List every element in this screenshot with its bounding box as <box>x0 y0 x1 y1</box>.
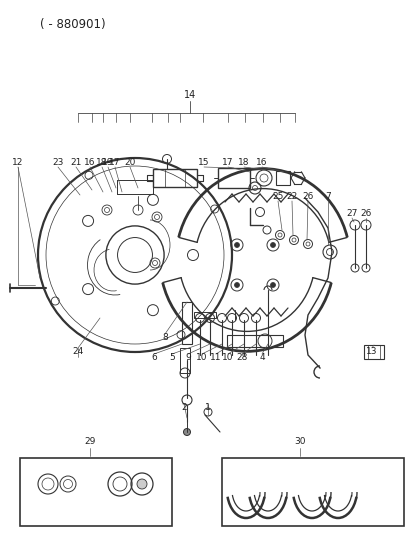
Text: 22: 22 <box>286 192 297 201</box>
Circle shape <box>234 282 239 287</box>
Text: ( - 880901): ( - 880901) <box>40 18 105 31</box>
Text: 16: 16 <box>84 158 95 166</box>
Text: 4: 4 <box>259 353 264 363</box>
Text: 26: 26 <box>359 209 371 217</box>
Text: 30: 30 <box>294 437 305 447</box>
Bar <box>221 458 403 526</box>
Text: 20: 20 <box>124 158 135 166</box>
Text: 28: 28 <box>236 353 247 363</box>
Bar <box>275 171 289 185</box>
Text: 25: 25 <box>272 192 283 201</box>
Text: 7: 7 <box>324 192 330 201</box>
Text: 9: 9 <box>185 353 190 363</box>
Text: 12: 12 <box>12 158 24 166</box>
Bar <box>180 348 190 373</box>
Bar <box>226 335 282 347</box>
Text: 23: 23 <box>52 158 64 166</box>
Bar <box>363 345 383 359</box>
Text: 13: 13 <box>366 348 377 357</box>
Text: 14: 14 <box>183 90 196 100</box>
Text: 17: 17 <box>109 158 121 166</box>
Circle shape <box>270 243 275 247</box>
Text: 1: 1 <box>204 404 210 413</box>
Circle shape <box>183 428 190 435</box>
Text: 17: 17 <box>222 158 233 166</box>
Text: 21: 21 <box>70 158 81 166</box>
Text: 8: 8 <box>162 334 167 343</box>
Text: 29: 29 <box>84 437 95 447</box>
Circle shape <box>137 479 147 489</box>
Text: 10: 10 <box>222 353 233 363</box>
Text: 18: 18 <box>96 158 107 166</box>
Text: 18: 18 <box>237 158 249 166</box>
Circle shape <box>270 282 275 287</box>
Text: 2: 2 <box>181 404 186 413</box>
Text: 24: 24 <box>72 348 83 357</box>
Text: 11: 11 <box>210 353 221 363</box>
Text: 6: 6 <box>151 353 157 363</box>
Bar <box>20 458 171 526</box>
Text: 15: 15 <box>198 158 209 166</box>
Circle shape <box>234 243 239 247</box>
Text: 5: 5 <box>169 353 174 363</box>
Text: 10: 10 <box>196 353 207 363</box>
Text: 26: 26 <box>301 192 313 201</box>
Text: 16: 16 <box>256 158 267 166</box>
Bar <box>194 312 216 318</box>
Bar <box>153 169 197 187</box>
Bar <box>218 168 249 188</box>
Text: 27: 27 <box>346 209 357 217</box>
Bar <box>182 302 192 344</box>
Text: 19: 19 <box>102 158 114 166</box>
